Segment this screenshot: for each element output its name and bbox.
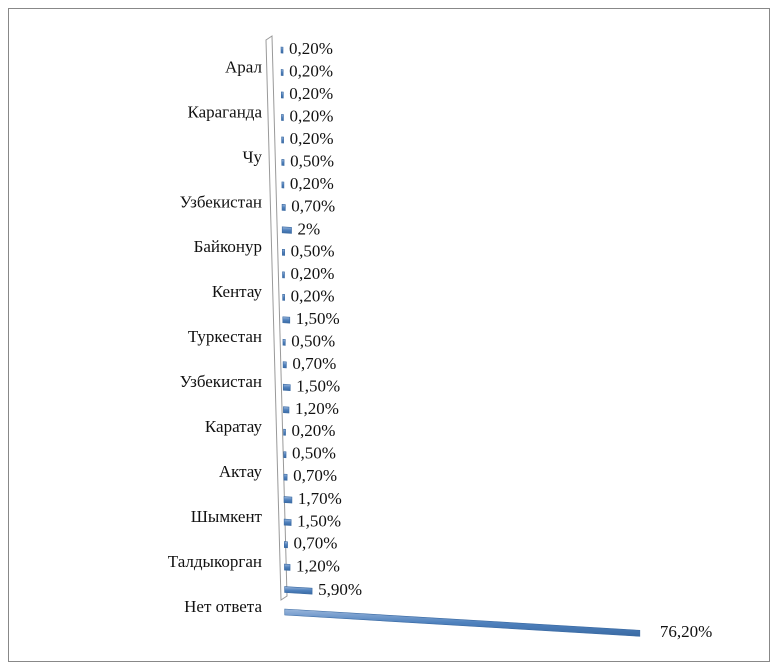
value-label: 1,50% [296,309,340,328]
value-label: 0,20% [290,174,334,193]
bar [282,316,291,324]
bar [283,428,286,436]
bar [284,563,291,571]
category-label: Узбекистан [180,192,262,211]
value-label: 0,50% [291,331,335,350]
bar [282,293,285,301]
category-label: Арал [225,57,262,76]
value-label: 1,50% [296,377,340,396]
value-label: 1,20% [296,556,340,575]
category-label: Талдыкорган [168,552,262,571]
value-label: 0,20% [289,62,333,81]
bar [281,226,292,234]
category-label: Актау [219,462,263,481]
bar [283,541,288,549]
value-label: 1,20% [295,399,339,418]
bar [280,91,284,99]
category-label: Нет ответа [184,597,262,616]
axis-wall [265,35,288,601]
category-label: Узбекистан [180,372,262,391]
bar [284,586,313,595]
bar [282,338,286,346]
category-label: Кентау [212,282,263,301]
bar [280,69,284,76]
category-label: Шымкент [191,507,263,526]
value-label: 0,20% [289,84,333,103]
value-label: 5,90% [318,580,362,599]
bar [283,473,288,481]
value-label: 2% [298,219,321,238]
value-label: 0,20% [291,286,335,305]
category-label: Чу [242,147,262,166]
value-label: 0,20% [290,129,334,148]
bar [283,451,287,459]
value-label: 0,20% [289,39,333,58]
bar [281,204,286,211]
category-label: Каратау [205,417,263,436]
bar [282,249,285,256]
bar [281,114,284,121]
value-label: 0,20% [292,421,336,440]
value-label: 0,70% [294,534,338,553]
value-label: 0,50% [291,241,335,260]
category-label: Туркестан [188,327,262,346]
value-label: 0,50% [292,444,336,463]
bar [283,518,292,526]
value-label: 0,50% [290,151,334,170]
category-label: Караганда [187,102,262,121]
bar [283,406,290,414]
value-label: 0,70% [293,466,337,485]
chart-border [8,8,770,662]
bar [282,271,285,279]
bar [282,383,291,391]
value-label: 76,20% [660,622,712,641]
value-label: 0,70% [292,354,336,373]
bar [283,496,293,504]
value-label: 0,70% [291,196,335,215]
bar [284,608,641,637]
bar [282,361,287,369]
value-label: 0,20% [291,264,335,283]
bar [281,181,285,189]
bar [280,46,284,54]
value-label: 1,50% [297,511,341,530]
bar [281,136,284,144]
value-label: 1,70% [298,489,342,508]
bar [281,159,285,166]
value-label: 0,20% [289,106,333,125]
category-label: Байконур [194,237,262,256]
